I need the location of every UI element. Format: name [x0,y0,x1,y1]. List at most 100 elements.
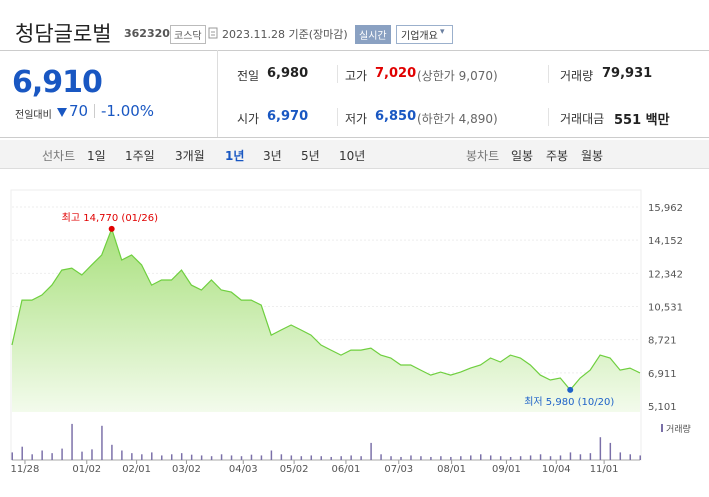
y-tick-label: 8,721 [648,336,677,347]
divider [548,108,549,126]
volume-bar [629,454,632,460]
y-tick-label: 12,342 [648,269,683,280]
x-tick-label: 03/02 [172,464,201,475]
volume-bar [350,455,352,460]
volume-bar [31,454,33,460]
annotation-dot [108,225,115,232]
x-tick-label: 08/01 [437,464,466,475]
realtime-badge[interactable]: 실시간 [355,25,391,44]
volume-bar [499,456,502,460]
volume-bar [509,456,512,460]
volume-bar [360,456,362,460]
divider [548,65,549,83]
volume-bar [619,452,622,460]
volume-bar [161,455,163,460]
volume-bar [240,456,243,460]
period-tab[interactable]: 3년 [263,149,282,163]
volume-bar [460,456,462,460]
annotation-label: 최저 5,980 (10/20) [524,396,614,408]
volume-bar [529,455,532,460]
period-tab[interactable]: 1년 [225,149,245,163]
stat-extra: (상한가 9,070) [417,69,498,83]
volume-bar [489,455,492,460]
volume-label: 거래량 [666,423,691,435]
volume-bar [320,456,322,460]
annotation-dot [567,386,574,393]
volume-bar [440,456,442,460]
candle-tab[interactable]: 월봉 [581,149,604,163]
volume-bar [450,456,452,460]
market-badge: 코스닥 [170,25,206,44]
stat-value: 6,970 [267,109,309,124]
volume-bar [410,455,412,460]
stat-label: 고가 [345,69,368,83]
volume-bar [101,425,103,460]
divider [94,104,95,118]
period-tab[interactable]: 1일 [87,149,106,163]
period-tab[interactable]: 1주일 [125,149,155,163]
volume-bar [290,455,293,460]
company-button[interactable]: 기업개요 [396,25,453,44]
x-tick-label: 05/02 [280,464,309,475]
price: 6,910 [12,65,103,100]
volume-bar [170,454,173,460]
volume-bar [340,456,342,460]
down-arrow [57,108,67,117]
date: 2023.11.28 기준(장마감) [222,28,348,41]
y-tick-label: 15,962 [648,203,683,214]
x-tick-label: 07/03 [384,464,413,475]
x-tick-label: 11/01 [590,464,619,475]
volume-bar [180,453,183,460]
stock-code: 362320 [124,27,170,40]
volume-bar [330,456,332,460]
candle-tab[interactable]: 주봉 [546,149,569,163]
period-tab[interactable]: 5년 [301,149,320,163]
volume-bar [270,450,273,460]
x-tick-label: 11/28 [11,464,40,475]
volume-bar [230,455,233,460]
volume-bar [260,455,263,460]
stock-name: 청담글로벌 [15,22,112,46]
stat-value: 79,931 [602,66,653,81]
change-label: 전일대비 [15,110,52,121]
tab-bar [0,140,709,169]
volume-bar [21,446,23,460]
stat-label: 전일 [237,69,260,83]
stat-label: 거래량 [560,69,594,83]
volume-bar [480,454,482,460]
volume-bar [639,455,641,460]
quote-box [0,50,709,138]
y-tick-label: 6,911 [648,369,677,380]
volume-bar [589,453,592,460]
x-tick-label: 02/01 [122,464,151,475]
volume-bar [71,423,73,460]
divider [217,50,218,137]
volume-bar [519,456,522,460]
stat-value: 7,020 [375,66,417,81]
candle-tab[interactable]: 일봉 [511,149,534,163]
volume-bar [151,452,153,460]
volume-bar [539,454,542,460]
y-tick-label: 5,101 [648,402,677,413]
volume-bar [569,452,572,460]
volume-bar [51,453,53,460]
stat-extra: (하한가 4,890) [417,112,498,126]
period-tab[interactable]: 3개월 [175,149,205,163]
volume-bar [599,437,602,460]
volume-bar [210,456,213,460]
dropdown-arrow: ▾ [440,27,445,37]
volume-bar [310,455,313,460]
divider [337,108,338,126]
volume-bar [549,456,552,460]
volume-bar [430,456,432,460]
price-area [12,228,640,412]
doc-icon [208,27,218,39]
volume-bar [11,452,13,460]
price-line [11,226,641,391]
stat-value: 6,850 [375,109,417,124]
x-tick-label: 09/01 [492,464,521,475]
volume-bar [380,454,382,460]
period-tab[interactable]: 10년 [339,149,366,163]
